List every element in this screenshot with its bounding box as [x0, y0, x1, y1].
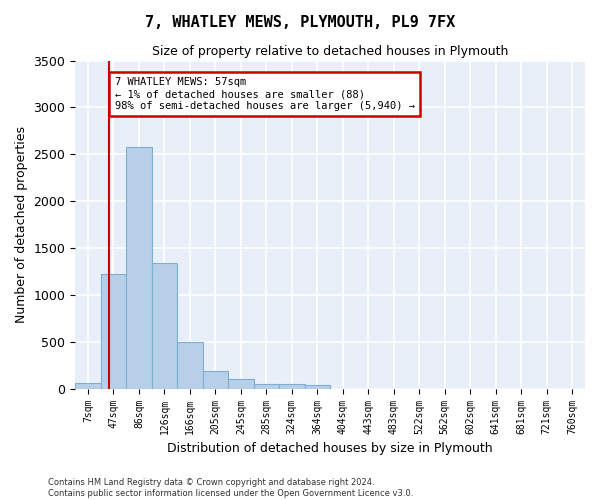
Bar — [177, 342, 203, 388]
Bar — [101, 274, 126, 388]
Text: Contains HM Land Registry data © Crown copyright and database right 2024.
Contai: Contains HM Land Registry data © Crown c… — [48, 478, 413, 498]
Bar — [152, 263, 177, 388]
Bar — [203, 371, 228, 388]
Bar — [305, 386, 330, 388]
Text: 7 WHATLEY MEWS: 57sqm
← 1% of detached houses are smaller (88)
98% of semi-detac: 7 WHATLEY MEWS: 57sqm ← 1% of detached h… — [115, 78, 415, 110]
Bar — [279, 384, 305, 388]
Text: 7, WHATLEY MEWS, PLYMOUTH, PL9 7FX: 7, WHATLEY MEWS, PLYMOUTH, PL9 7FX — [145, 15, 455, 30]
Y-axis label: Number of detached properties: Number of detached properties — [15, 126, 28, 323]
Bar — [126, 147, 152, 388]
X-axis label: Distribution of detached houses by size in Plymouth: Distribution of detached houses by size … — [167, 442, 493, 455]
Bar — [228, 379, 254, 388]
Title: Size of property relative to detached houses in Plymouth: Size of property relative to detached ho… — [152, 45, 508, 58]
Bar — [254, 384, 279, 388]
Bar — [75, 383, 101, 388]
